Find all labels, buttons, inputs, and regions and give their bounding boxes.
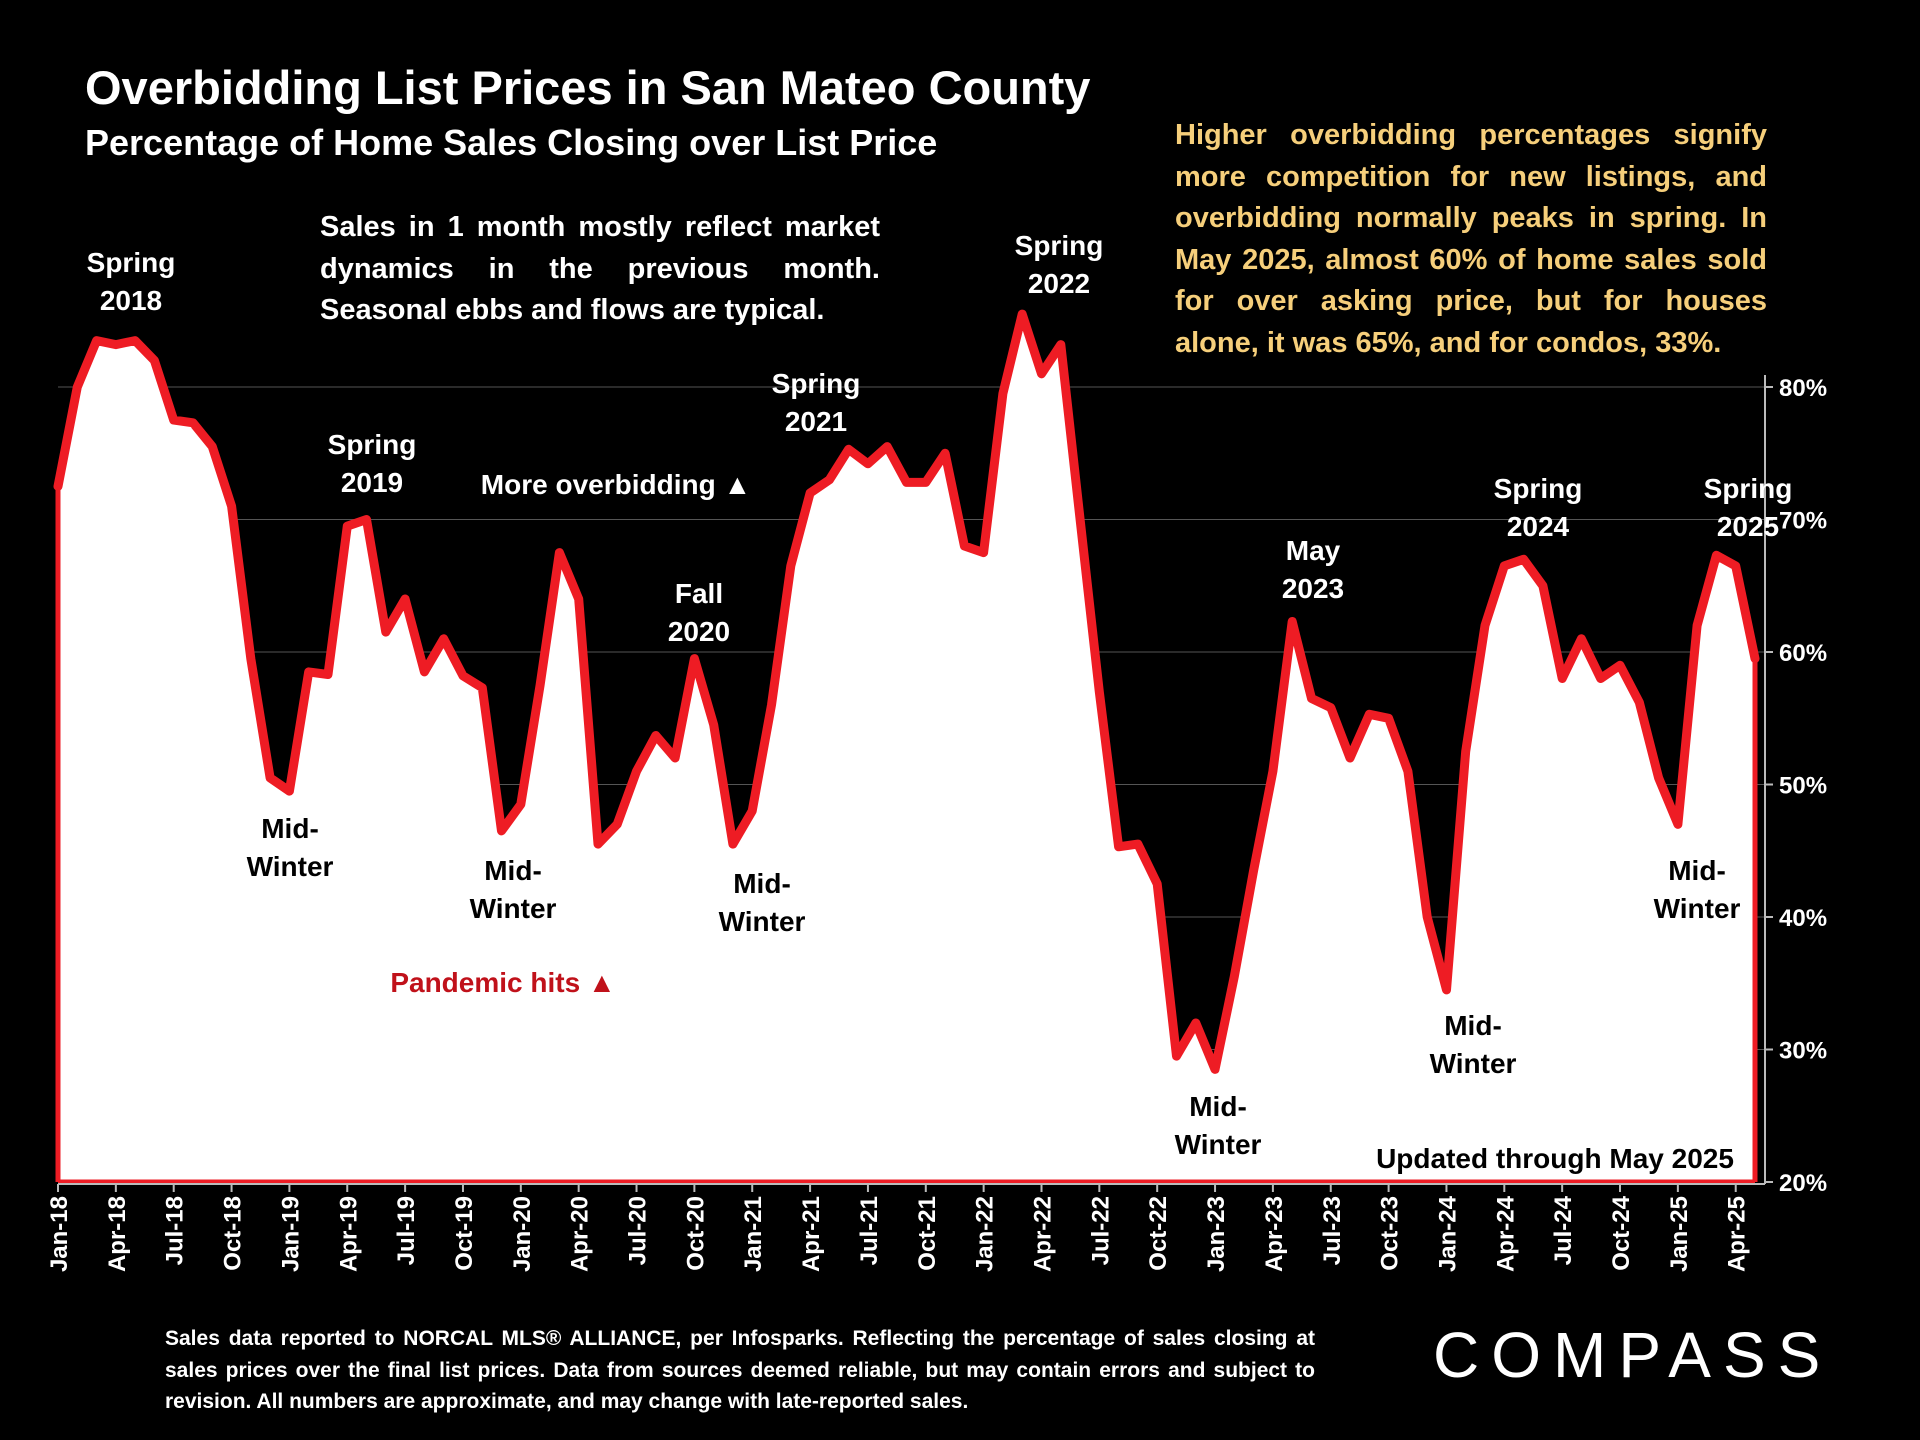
annotation-label: Spring 2024 — [1494, 473, 1583, 542]
market-dynamics-note: Sales in 1 month mostly reflect market d… — [320, 211, 880, 326]
x-tick-label: Apr-22 — [1029, 1196, 1056, 1272]
annotation-label: Mid-Winter — [1430, 1010, 1517, 1079]
x-tick-label: Jan-20 — [509, 1196, 536, 1272]
x-tick-label: Jan-18 — [46, 1196, 73, 1272]
x-tick-label: Apr-24 — [1492, 1195, 1519, 1272]
y-tick-label: 50% — [1779, 773, 1827, 800]
annotation-label: Mid-Winter — [719, 868, 806, 937]
annotation-label: Spring 2025 — [1704, 473, 1793, 542]
annotation-label: Pandemic hits ▲ — [390, 967, 615, 998]
x-tick-label: Apr-21 — [798, 1196, 825, 1272]
annotation-label: Spring 2018 — [87, 247, 176, 316]
x-tick-label: Jan-25 — [1666, 1196, 1693, 1272]
x-tick-label: Jul-23 — [1319, 1196, 1346, 1265]
annotation-label: More overbidding ▲ — [481, 469, 751, 500]
x-tick-label: Oct-18 — [220, 1196, 247, 1271]
x-tick-label: Jul-19 — [393, 1196, 420, 1265]
x-tick-label: Jul-21 — [856, 1196, 883, 1265]
x-tick-label: Apr-23 — [1261, 1196, 1288, 1272]
x-tick-label: Jul-24 — [1550, 1195, 1577, 1265]
page-title: Overbidding List Prices in San Mateo Cou… — [85, 61, 1091, 114]
annotation-label: Spring 2021 — [772, 368, 861, 437]
y-tick-label: 40% — [1779, 905, 1827, 932]
x-tick-labels: Jan-18 Apr-18 Jul-18 Oct-18 Jan-19 Apr-19 Jul-… — [46, 1184, 1751, 1272]
annotation-label: Mid-Winter — [959, 583, 1046, 652]
annotation-label: Mid-Winter — [1175, 1091, 1262, 1160]
x-tick-label: Jan-23 — [1203, 1196, 1230, 1272]
y-tick-labels: 20% 30% 40% 50% 60% 70% 80% — [1765, 375, 1827, 1197]
annotation-label: Updated through May 2025 — [1376, 1143, 1734, 1174]
y-tick-label: 80% — [1779, 375, 1827, 402]
x-tick-label: Oct-23 — [1377, 1196, 1404, 1271]
x-tick-label: Oct-20 — [682, 1196, 709, 1271]
annotation-label: Fall 2020 — [668, 578, 730, 647]
overbidding-line — [53, 309, 1760, 1074]
area-fill — [58, 314, 1755, 1183]
source-footnote: Sales data reported to NORCAL MLS® ALLIA… — [165, 1327, 1315, 1413]
x-tick-label: Apr-25 — [1724, 1196, 1751, 1272]
annotation-label: Spring 2022 — [1015, 230, 1104, 299]
y-tick-label: 70% — [1779, 508, 1827, 535]
x-tick-label: Oct-22 — [1145, 1196, 1172, 1271]
annotation-label: Spring 2019 — [328, 429, 417, 498]
y-tick-label: 60% — [1779, 640, 1827, 667]
page-subtitle: Percentage of Home Sales Closing over Li… — [85, 122, 938, 163]
x-tick-label: Oct-21 — [914, 1196, 941, 1271]
x-tick-label: Jan-21 — [740, 1196, 767, 1272]
y-tick-label: 20% — [1779, 1170, 1827, 1197]
x-tick-label: Oct-19 — [451, 1196, 478, 1271]
x-tick-label: Apr-20 — [567, 1196, 594, 1272]
x-tick-label: Jul-22 — [1087, 1196, 1114, 1265]
x-tick-label: Apr-18 — [104, 1196, 131, 1272]
annotations: Spring 2018 Mid-Winter Spring 2019 Mid-Winter… — [87, 230, 1793, 1174]
annotation-label: Mid-Winter — [247, 813, 334, 882]
x-tick-label: Jan-22 — [972, 1196, 999, 1272]
x-tick-label: Jan-19 — [277, 1196, 304, 1272]
overbidding-explanation-note: Higher overbidding percentages signify m… — [1175, 119, 1767, 359]
x-tick-label: Jul-20 — [625, 1196, 652, 1265]
x-tick-label: Jul-18 — [162, 1196, 189, 1265]
annotation-label: Mid-Winter — [1654, 855, 1741, 924]
x-tick-label: Apr-19 — [335, 1196, 362, 1272]
x-tick-label: Jan-24 — [1434, 1195, 1461, 1272]
y-tick-label: 30% — [1779, 1038, 1827, 1065]
compass-logo: COMPASS — [1433, 1319, 1833, 1391]
x-tick-label: Oct-24 — [1608, 1195, 1635, 1270]
annotation-label: May 2023 — [1282, 535, 1344, 604]
annotation-label: Mid-Winter — [470, 855, 557, 924]
